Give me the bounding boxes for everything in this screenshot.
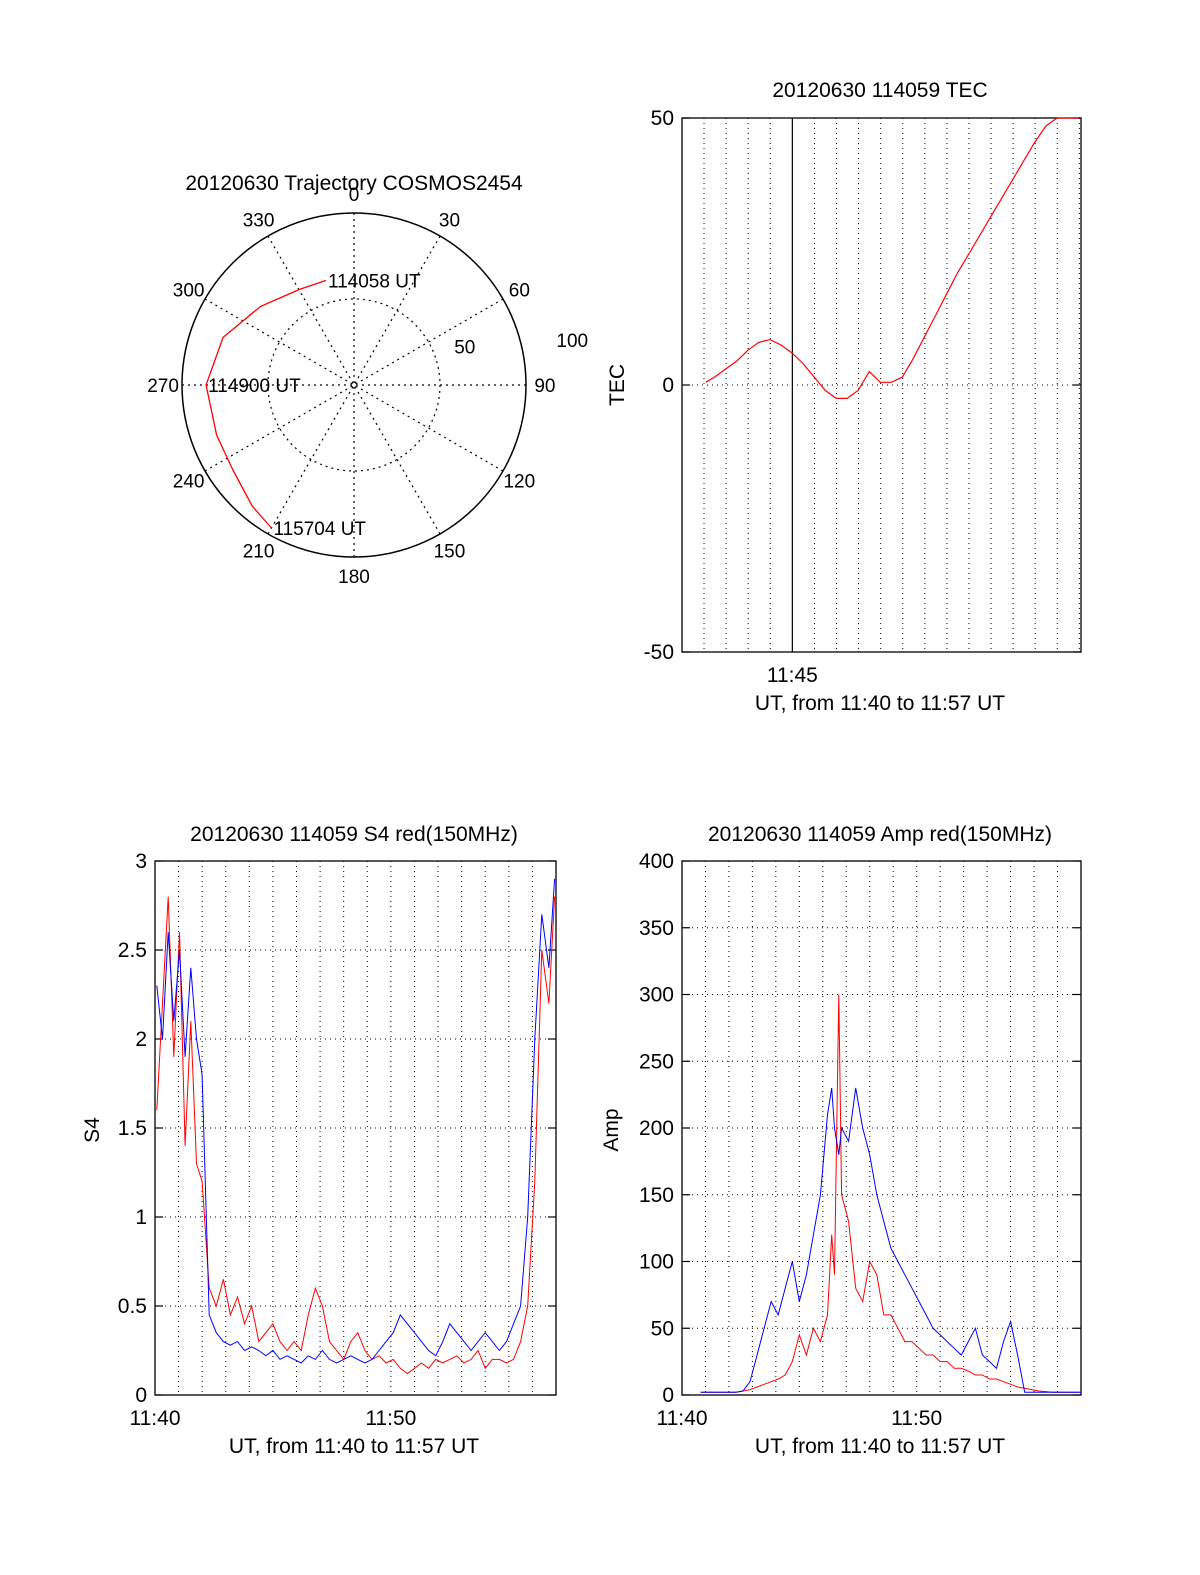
s4-title: 20120630 114059 S4 red(150MHz): [190, 823, 518, 846]
polar-angle-label: 180: [338, 567, 370, 588]
s4-plot-frame: [154, 860, 557, 1396]
polar-angle-label: 150: [434, 541, 466, 562]
tec-plot-frame: [681, 117, 1082, 653]
s4-ytick-label: 3: [135, 850, 147, 873]
s4-xtick-label: 11:40: [130, 1407, 181, 1430]
polar-angle-label: 30: [439, 211, 460, 232]
polar-angle-label: 90: [534, 376, 555, 397]
radius-label-100: 100: [556, 331, 588, 352]
s4-tick-labels: 0 0.5 1 1.5 2 2.5 3 11:40 11:50: [118, 850, 417, 1430]
annotation-start-time: 114058 UT: [328, 271, 421, 292]
amp-ylabel: Amp: [600, 1108, 623, 1151]
polar-angle-label: 210: [243, 541, 275, 562]
amp-xlabel: UT, from 11:40 to 11:57 UT: [755, 1435, 1005, 1458]
amp-xtick-label: 11:40: [657, 1407, 708, 1430]
s4-series-red: [156, 896, 556, 1375]
polar-angle-label: 0: [349, 185, 360, 206]
amp-grid: [682, 860, 1081, 1396]
s4-series-blue: [156, 878, 556, 1364]
amp-ytick-label: 400: [639, 850, 674, 873]
tec-tick-labels: 50 0 -50 11:45: [644, 107, 818, 687]
annotation-mid-time: 114900 UT: [208, 376, 301, 397]
s4-ylabel: S4: [81, 1117, 104, 1143]
polar-angle-label: 330: [243, 211, 275, 232]
polar-grid: [182, 213, 526, 557]
tec-ytick-label: 0: [662, 374, 674, 397]
amp-panel: 20120630 114059 Amp red(150MHz) 0 50 100 15…: [600, 823, 1082, 1458]
polar-angle-label: 240: [173, 471, 205, 492]
tec-panel: 20120630 114059 TEC 50 0 -50 11:45 UT, from…: [606, 79, 1082, 715]
amp-plot-frame: [681, 860, 1082, 1396]
tec-ylabel: TEC: [606, 364, 629, 406]
amp-ytick-label: 0: [662, 1384, 674, 1407]
s4-xtick-label: 11:50: [365, 1407, 416, 1430]
tec-xtick-label: 11:45: [767, 664, 818, 687]
trajectory-panel: 20120630 Trajectory COSMOS2454 0 30 60 90 12…: [147, 172, 588, 588]
s4-xlabel: UT, from 11:40 to 11:57 UT: [229, 1435, 479, 1458]
tec-ytick-label: 50: [651, 107, 674, 130]
polar-angle-label: 60: [509, 281, 530, 302]
tec-xlabel: UT, from 11:40 to 11:57 UT: [755, 692, 1005, 715]
polar-angle-label: 300: [173, 281, 205, 302]
trajectory-track: [205, 279, 327, 529]
polar-angle-label: 270: [147, 376, 179, 397]
tec-title: 20120630 114059 TEC: [772, 79, 987, 102]
annotation-end-time: 115704 UT: [273, 519, 366, 540]
polar-angle-label: 120: [503, 471, 535, 492]
amp-ytick-label: 50: [651, 1317, 674, 1340]
amp-series-blue: [700, 1087, 1081, 1393]
s4-ytick-label: 1: [135, 1206, 147, 1229]
amp-ytick-label: 100: [639, 1251, 674, 1274]
s4-ytick-label: 0.5: [118, 1295, 147, 1318]
tec-grid: [682, 117, 1081, 653]
amp-tick-labels: 0 50 100 150 200 250 300 350 400 11:40 11:50: [639, 850, 942, 1430]
polar-outer-circle: [181, 212, 527, 558]
s4-ytick-label: 2.5: [118, 939, 147, 962]
s4-panel: 20120630 114059 S4 red(150MHz) 0 0.5 1 1.5 2…: [81, 823, 557, 1458]
s4-ytick-label: 1.5: [118, 1117, 147, 1140]
tec-series-red: [705, 117, 1079, 399]
amp-ytick-label: 300: [639, 984, 674, 1007]
amp-ytick-label: 350: [639, 917, 674, 940]
s4-grid: [155, 860, 556, 1396]
amp-ytick-label: 250: [639, 1050, 674, 1073]
amp-title: 20120630 114059 Amp red(150MHz): [708, 823, 1052, 846]
s4-ytick-label: 0: [135, 1384, 147, 1407]
polar-angle-labels: 0 30 60 90 120 150 180 210 240 270 300 330: [147, 185, 555, 588]
amp-ytick-label: 150: [639, 1184, 674, 1207]
amp-series-red: [700, 994, 1081, 1393]
radius-label-50: 50: [454, 338, 475, 359]
trajectory-title: 20120630 Trajectory COSMOS2454: [185, 172, 523, 195]
tec-ytick-label: -50: [644, 641, 674, 664]
amp-ytick-label: 200: [639, 1117, 674, 1140]
s4-ytick-label: 2: [135, 1028, 147, 1051]
amp-xtick-label: 11:50: [891, 1407, 942, 1430]
